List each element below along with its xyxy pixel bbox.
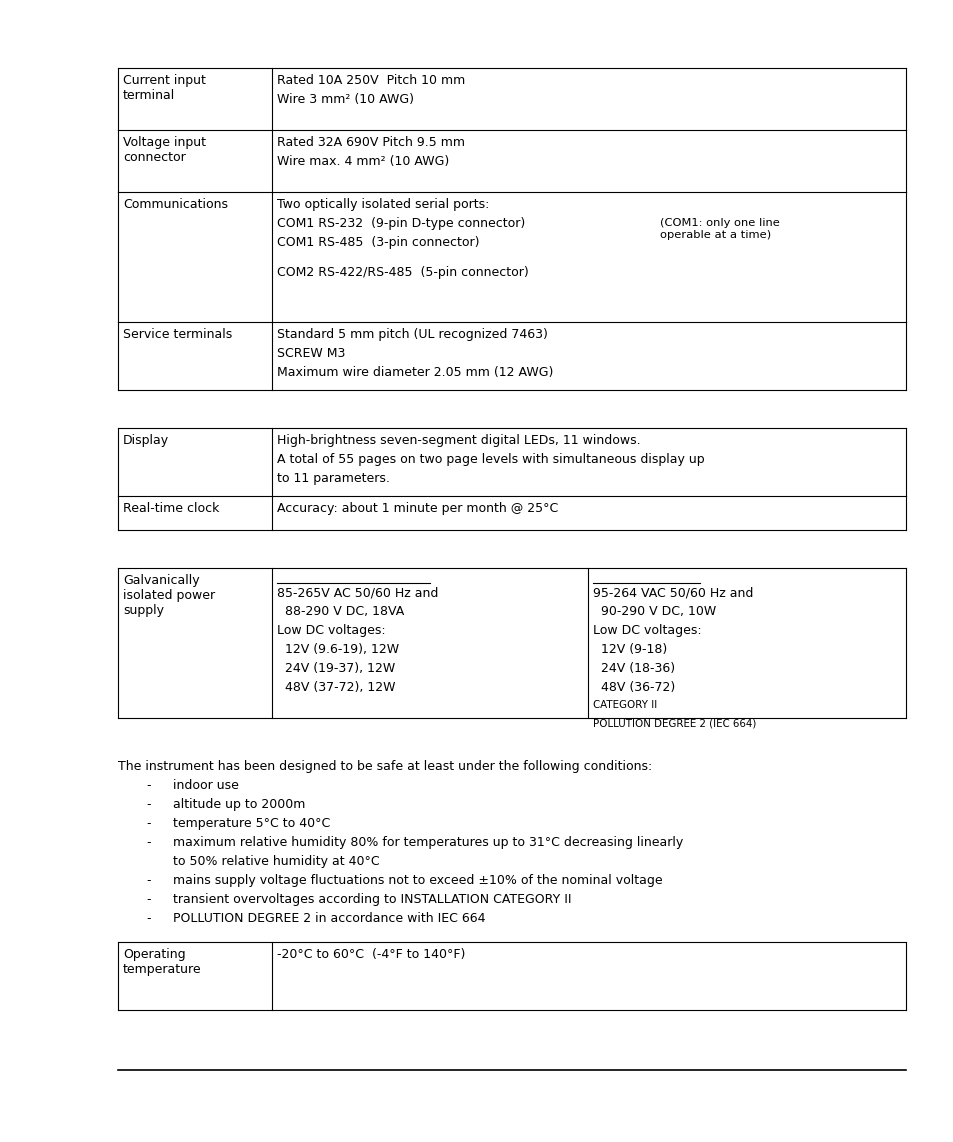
Text: COM2 RS-422/RS-485  (5-pin connector): COM2 RS-422/RS-485 (5-pin connector) (276, 266, 528, 280)
Text: Operating
temperature: Operating temperature (123, 948, 201, 976)
Text: to 50% relative humidity at 40°C: to 50% relative humidity at 40°C (172, 855, 379, 868)
Text: 88-290 V DC, 18VA: 88-290 V DC, 18VA (276, 605, 404, 618)
Text: POLLUTION DEGREE 2 (IEC 664): POLLUTION DEGREE 2 (IEC 664) (593, 719, 756, 729)
Text: (COM1: only one line
operable at a time): (COM1: only one line operable at a time) (659, 218, 779, 240)
Text: Rated 10A 250V  Pitch 10 mm: Rated 10A 250V Pitch 10 mm (276, 74, 465, 87)
Text: Current input
terminal: Current input terminal (123, 74, 206, 102)
Text: 85-265V AC 50/60 Hz and: 85-265V AC 50/60 Hz and (276, 586, 438, 600)
Text: indoor use: indoor use (172, 779, 238, 793)
Text: temperature 5°C to 40°C: temperature 5°C to 40°C (172, 817, 330, 830)
Text: Display: Display (123, 434, 169, 447)
Text: Standard 5 mm pitch (UL recognized 7463): Standard 5 mm pitch (UL recognized 7463) (276, 328, 547, 341)
Text: Wire 3 mm² (10 AWG): Wire 3 mm² (10 AWG) (276, 93, 414, 106)
Text: altitude up to 2000m: altitude up to 2000m (172, 798, 305, 811)
Text: 12V (9-18): 12V (9-18) (593, 643, 666, 656)
Text: 95-264 VAC 50/60 Hz and: 95-264 VAC 50/60 Hz and (593, 586, 753, 600)
Text: High-brightness seven-segment digital LEDs, 11 windows.: High-brightness seven-segment digital LE… (276, 434, 640, 447)
Text: A total of 55 pages on two page levels with simultaneous display up: A total of 55 pages on two page levels w… (276, 453, 704, 466)
Text: -: - (146, 912, 151, 925)
Text: -: - (146, 893, 151, 906)
Text: to 11 parameters.: to 11 parameters. (276, 472, 390, 485)
Text: Voltage input
connector: Voltage input connector (123, 136, 206, 164)
Text: Accuracy: about 1 minute per month @ 25°C: Accuracy: about 1 minute per month @ 25°… (276, 502, 558, 515)
Text: The instrument has been designed to be safe at least under the following conditi: The instrument has been designed to be s… (118, 759, 652, 773)
Text: Low DC voltages:: Low DC voltages: (276, 624, 385, 637)
Text: Low DC voltages:: Low DC voltages: (593, 624, 700, 637)
Text: CATEGORY II: CATEGORY II (593, 700, 657, 710)
Text: -: - (146, 817, 151, 830)
Text: 12V (9.6-19), 12W: 12V (9.6-19), 12W (276, 643, 398, 656)
Text: POLLUTION DEGREE 2 in accordance with IEC 664: POLLUTION DEGREE 2 in accordance with IE… (172, 912, 485, 925)
Text: maximum relative humidity 80% for temperatures up to 31°C decreasing linearly: maximum relative humidity 80% for temper… (172, 836, 682, 849)
Text: 48V (36-72): 48V (36-72) (593, 681, 675, 694)
Text: Wire max. 4 mm² (10 AWG): Wire max. 4 mm² (10 AWG) (276, 155, 449, 168)
Text: Communications: Communications (123, 198, 228, 211)
Text: COM1 RS-232  (9-pin D-type connector): COM1 RS-232 (9-pin D-type connector) (276, 217, 525, 230)
Text: Rated 32A 690V Pitch 9.5 mm: Rated 32A 690V Pitch 9.5 mm (276, 136, 464, 148)
Text: transient overvoltages according to INSTALLATION CATEGORY II: transient overvoltages according to INST… (172, 893, 571, 906)
Text: -20°C to 60°C  (-4°F to 140°F): -20°C to 60°C (-4°F to 140°F) (276, 948, 465, 962)
Text: 24V (19-37), 12W: 24V (19-37), 12W (276, 662, 395, 675)
Text: Maximum wire diameter 2.05 mm (12 AWG): Maximum wire diameter 2.05 mm (12 AWG) (276, 365, 553, 379)
Text: -: - (146, 779, 151, 793)
Text: mains supply voltage fluctuations not to exceed ±10% of the nominal voltage: mains supply voltage fluctuations not to… (172, 874, 662, 887)
Text: 48V (37-72), 12W: 48V (37-72), 12W (276, 681, 395, 694)
Text: Real-time clock: Real-time clock (123, 502, 219, 515)
Text: -: - (146, 836, 151, 849)
Text: Service terminals: Service terminals (123, 328, 232, 341)
Text: SCREW M3: SCREW M3 (276, 347, 345, 360)
Text: Galvanically
isolated power
supply: Galvanically isolated power supply (123, 574, 214, 617)
Text: -: - (146, 874, 151, 887)
Text: Two optically isolated serial ports:: Two optically isolated serial ports: (276, 198, 489, 211)
Text: 24V (18-36): 24V (18-36) (593, 662, 675, 675)
Text: COM1 RS-485  (3-pin connector): COM1 RS-485 (3-pin connector) (276, 236, 479, 249)
Text: 90-290 V DC, 10W: 90-290 V DC, 10W (593, 605, 716, 618)
Text: -: - (146, 798, 151, 811)
